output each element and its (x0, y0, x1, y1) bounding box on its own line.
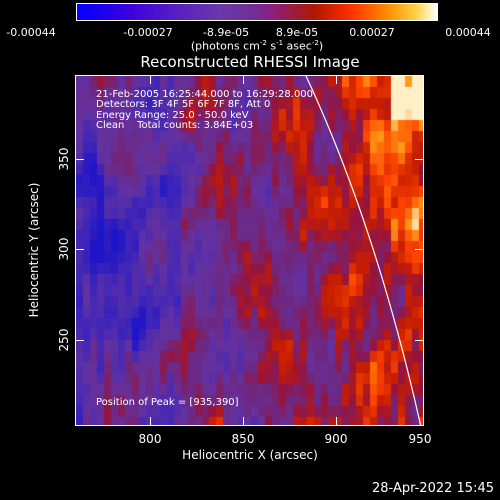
y-tick-mark (415, 340, 423, 341)
info-total-counts: Clean Total counts: 3.84E+03 (96, 120, 254, 131)
y-tick-label: 300 (57, 237, 71, 261)
colorbar-tick: 0.00044 (445, 26, 491, 39)
x-tick-mark (336, 417, 337, 425)
colorbar-tick: 8.9e-05 (275, 26, 319, 39)
info-peak-position: Position of Peak = [935,390] (96, 397, 239, 408)
y-tick-mark (415, 159, 423, 160)
y-tick-mark (415, 249, 423, 250)
colorbar-tick: -0.00044 (6, 26, 56, 39)
colorbar-unit-label: (photons cm-2 s-1 asec-2) (190, 39, 324, 53)
solar-limb-curve (305, 76, 422, 425)
y-tick-mark (76, 159, 84, 160)
x-tick-mark (150, 76, 151, 84)
y-tick-label: 250 (57, 328, 71, 352)
x-tick-label: 800 (138, 432, 162, 446)
x-tick-mark (243, 417, 244, 425)
x-tick-mark (336, 76, 337, 84)
y-axis-label: Heliocentric Y (arcsec) (27, 182, 41, 318)
x-axis-label: Heliocentric X (arcsec) (182, 448, 318, 462)
plot-title: Reconstructed RHESSI Image (140, 53, 360, 71)
colorbar-tick: -8.9e-05 (202, 26, 250, 39)
colorbar-gradient (77, 4, 437, 20)
x-tick-label: 950 (408, 432, 432, 446)
x-tick-mark (150, 417, 151, 425)
y-tick-mark (76, 249, 84, 250)
x-tick-label: 900 (324, 432, 348, 446)
info-energy-range: Energy Range: 25.0 - 50.0 keV (96, 110, 249, 121)
image-plot: 21-Feb-2005 16:25:44.000 to 16:29:28.000… (75, 75, 424, 426)
plot-timestamp: 28-Apr-2022 15:45 (372, 481, 494, 496)
y-tick-mark (76, 340, 84, 341)
colorbar-tick: -0.00027 (123, 26, 173, 39)
info-time-range: 21-Feb-2005 16:25:44.000 to 16:29:28.000 (96, 89, 314, 100)
colorbar-tick: 0.00027 (349, 26, 395, 39)
colorbar (76, 3, 438, 21)
y-tick-label: 350 (57, 147, 71, 171)
x-tick-label: 850 (231, 432, 255, 446)
x-tick-mark (243, 76, 244, 84)
info-detectors: Detectors: 3F 4F 5F 6F 7F 8F, Att 0 (96, 99, 271, 110)
rhessi-image-map (76, 76, 423, 425)
